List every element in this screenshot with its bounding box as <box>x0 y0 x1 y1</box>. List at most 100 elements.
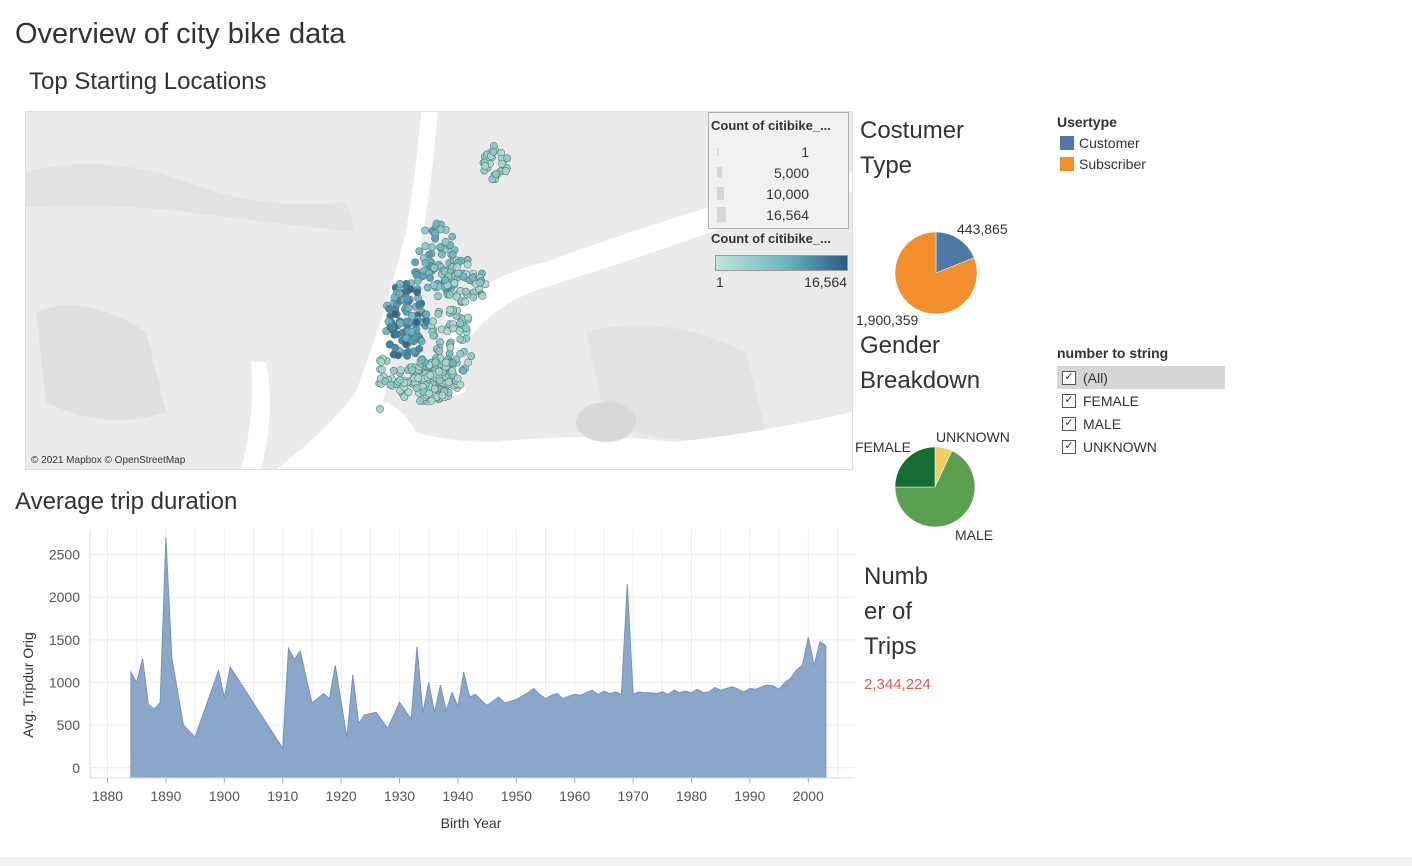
station-marker[interactable] <box>404 304 413 312</box>
station-marker[interactable] <box>412 384 421 392</box>
station-marker[interactable] <box>417 355 426 364</box>
gender-pie[interactable]: FEMALE UNKNOWN MALE <box>852 425 1032 550</box>
station-marker[interactable] <box>426 371 435 380</box>
station-marker[interactable] <box>431 229 440 237</box>
station-marker[interactable] <box>414 276 422 285</box>
station-marker[interactable] <box>402 317 411 326</box>
station-marker[interactable] <box>459 272 468 281</box>
station-marker[interactable] <box>390 309 399 318</box>
station-marker[interactable] <box>436 225 445 234</box>
station-marker[interactable] <box>453 263 462 271</box>
station-marker[interactable] <box>438 391 447 400</box>
station-marker[interactable] <box>413 288 421 297</box>
area-series-avg-tripdur[interactable] <box>130 537 827 779</box>
station-marker[interactable] <box>456 319 465 327</box>
station-marker[interactable] <box>446 305 455 314</box>
station-marker[interactable] <box>459 366 468 375</box>
station-marker[interactable] <box>430 384 439 393</box>
station-marker[interactable] <box>434 309 443 318</box>
station-marker[interactable] <box>478 291 487 300</box>
station-marker[interactable] <box>386 380 395 389</box>
station-marker[interactable] <box>425 250 433 259</box>
station-marker[interactable] <box>456 349 465 358</box>
legend-item-subscriber[interactable]: Subscriber <box>1057 153 1146 174</box>
station-marker[interactable] <box>394 351 402 360</box>
station-marker[interactable] <box>407 327 416 336</box>
station-marker[interactable] <box>448 359 457 367</box>
station-marker[interactable] <box>415 247 424 255</box>
pie-slice-male[interactable] <box>894 450 976 528</box>
legend-item-customer[interactable]: Customer <box>1057 132 1146 153</box>
station-marker[interactable] <box>408 366 417 374</box>
station-marker[interactable] <box>444 378 453 387</box>
station-marker[interactable] <box>443 327 452 336</box>
station-marker[interactable] <box>396 279 404 288</box>
filter-option-unknown[interactable]: ✓ UNKNOWN <box>1057 435 1225 458</box>
checkbox-icon[interactable]: ✓ <box>1062 439 1076 454</box>
station-marker[interactable] <box>429 331 438 340</box>
station-marker[interactable] <box>464 313 472 322</box>
station-marker[interactable] <box>423 283 432 292</box>
station-marker[interactable] <box>450 279 459 287</box>
station-marker[interactable] <box>481 162 490 170</box>
station-marker[interactable] <box>406 285 415 294</box>
station-marker[interactable] <box>448 367 457 375</box>
station-marker[interactable] <box>404 388 413 397</box>
checkbox-icon[interactable]: ✓ <box>1062 416 1076 431</box>
station-marker[interactable] <box>415 300 424 309</box>
station-marker[interactable] <box>396 375 404 384</box>
station-marker[interactable] <box>434 292 442 301</box>
filter-option-male[interactable]: ✓ MALE <box>1057 412 1225 435</box>
station-marker[interactable] <box>390 293 399 302</box>
station-marker[interactable] <box>417 337 426 346</box>
station-marker[interactable] <box>422 310 431 319</box>
usertype-legend[interactable]: Usertype Customer Subscriber <box>1057 114 1146 174</box>
station-marker[interactable] <box>441 237 450 246</box>
filter-option-all[interactable]: ✓ (All) <box>1057 366 1225 389</box>
station-marker[interactable] <box>430 263 439 272</box>
station-marker[interactable] <box>385 340 394 349</box>
station-marker[interactable] <box>392 330 401 339</box>
station-marker[interactable] <box>403 294 411 303</box>
station-marker[interactable] <box>408 311 416 320</box>
station-marker[interactable] <box>448 232 457 241</box>
pie-slice-customer[interactable] <box>935 231 975 274</box>
color-legend[interactable]: Count of citibike_... 1 16,564 <box>711 231 851 293</box>
station-marker[interactable] <box>396 319 405 327</box>
station-marker[interactable] <box>437 250 446 259</box>
usertype-pie[interactable]: 443,865 1,900,359 <box>852 215 1042 335</box>
station-marker[interactable] <box>464 358 473 367</box>
filter-option-female[interactable]: ✓ FEMALE <box>1057 389 1225 412</box>
station-marker[interactable] <box>426 273 434 282</box>
station-marker[interactable] <box>448 250 457 259</box>
pie-slice-female[interactable] <box>894 446 936 488</box>
station-marker[interactable] <box>456 335 465 343</box>
station-marker[interactable] <box>446 343 455 352</box>
station-marker[interactable] <box>463 260 472 269</box>
station-marker[interactable] <box>468 273 477 282</box>
station-marker[interactable] <box>412 318 421 327</box>
station-marker[interactable] <box>421 242 430 251</box>
station-marker[interactable] <box>421 259 430 267</box>
station-marker[interactable] <box>389 366 398 375</box>
station-marker[interactable] <box>396 366 405 374</box>
station-marker[interactable] <box>415 344 424 353</box>
station-marker[interactable] <box>456 380 465 389</box>
station-marker[interactable] <box>462 324 471 332</box>
station-marker[interactable] <box>441 276 449 284</box>
size-legend[interactable]: Count of citibike_... 1 5,000 10,000 16,564 <box>708 112 849 229</box>
station-marker[interactable] <box>489 147 498 156</box>
station-marker[interactable] <box>435 367 443 376</box>
station-marker[interactable] <box>421 226 429 235</box>
station-marker[interactable] <box>386 323 395 332</box>
station-marker[interactable] <box>427 396 436 405</box>
station-marker[interactable] <box>432 219 441 228</box>
gender-filter[interactable]: number to string ✓ (All) ✓ FEMALE ✓ MALE ✓ UNKN… <box>1057 345 1225 458</box>
station-marker[interactable] <box>503 154 512 163</box>
avg-trip-area-chart[interactable]: 0 500 1000 1500 2000 2500 1880 1890 1900 1910 1920… <box>0 525 860 845</box>
station-marker[interactable] <box>435 376 444 385</box>
station-marker[interactable] <box>428 243 436 252</box>
station-marker[interactable] <box>377 357 386 366</box>
station-marker[interactable] <box>425 389 433 398</box>
station-marker[interactable] <box>377 365 386 374</box>
